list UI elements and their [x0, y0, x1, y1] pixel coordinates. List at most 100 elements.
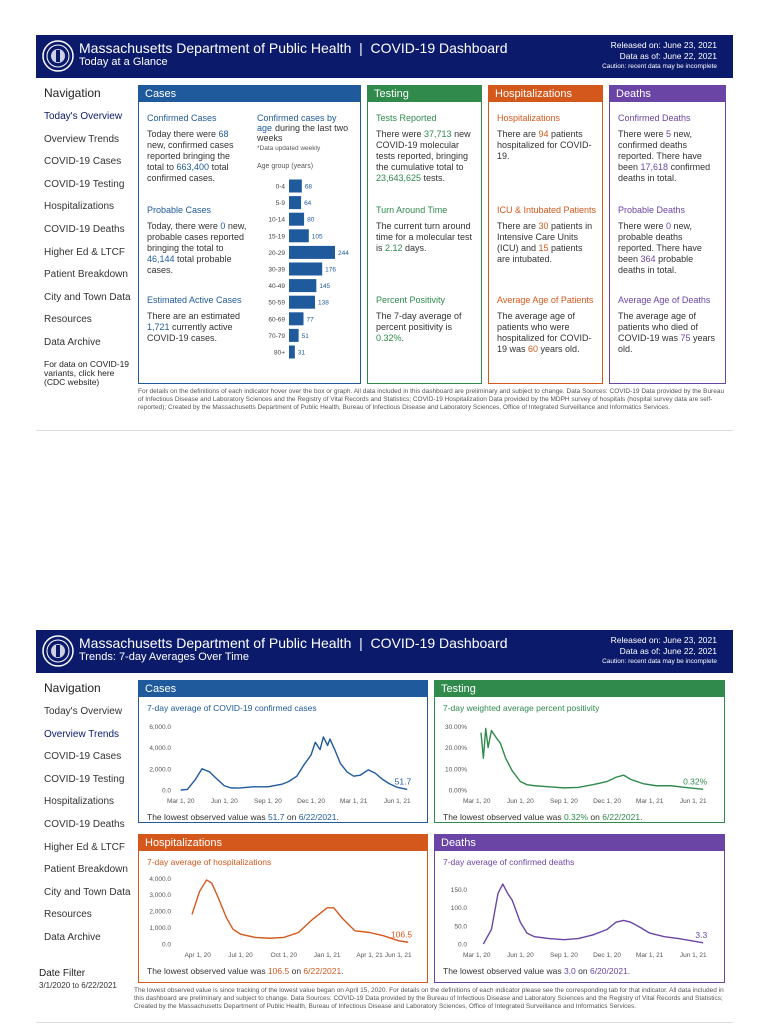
- nav-item[interactable]: COVID-19 Cases: [44, 156, 122, 168]
- variants-link[interactable]: For data on COVID-19 variants, click her…: [44, 359, 130, 387]
- age-group-label: 50-59: [268, 300, 285, 307]
- panel: Deaths 7-day average of confirmed deaths 0…: [434, 834, 725, 983]
- nav-item[interactable]: Resources: [44, 314, 92, 326]
- nav-item[interactable]: City and Town Data: [44, 291, 131, 303]
- panel-title: Hospitalizations: [489, 86, 602, 102]
- note-part: 6/22/2021: [303, 966, 342, 976]
- text-part: There are: [497, 221, 539, 231]
- note-part: 106.5: [267, 966, 290, 976]
- panel-title: Deaths: [610, 86, 725, 102]
- text-part: new, probable cases reported bringing th…: [147, 221, 247, 253]
- chart-title: 7-day average of confirmed deaths: [443, 857, 575, 867]
- panel-title: Hospitalizations: [139, 835, 427, 851]
- age-bar-value: 145: [319, 283, 330, 290]
- y-tick-label: 0.0: [162, 788, 171, 795]
- y-tick-label: 4,000.0: [149, 745, 171, 752]
- text-part: 30: [538, 221, 549, 231]
- text-part: 46,144: [147, 254, 175, 264]
- end-value-label: 3.3: [695, 930, 707, 940]
- nav-item[interactable]: COVID-19 Cases: [44, 751, 122, 763]
- nav-item[interactable]: COVID-19 Testing: [44, 773, 125, 785]
- text-part: 94: [538, 129, 549, 139]
- age-axis-label: Age group (years): [257, 163, 314, 170]
- nav-item[interactable]: COVID-19 Deaths: [44, 224, 125, 235]
- end-value-label: 51.7: [395, 776, 412, 786]
- text-part: 0: [220, 221, 226, 231]
- x-tick-label: Sep 1, 20: [254, 798, 282, 805]
- age-bar: [289, 229, 309, 243]
- dashboard-title: Massachusetts Department of Public Healt…: [79, 635, 508, 651]
- nav-item[interactable]: COVID-19 Deaths: [44, 819, 125, 830]
- nav-item[interactable]: Patient Breakdown: [44, 269, 128, 281]
- footer-note: The lowest observed value is since track…: [134, 987, 724, 1010]
- panel: Testing 7-day weighted average percent po…: [434, 680, 725, 823]
- section-heading: Average Age of Deaths: [618, 295, 711, 305]
- section-text: There are 30 patients in Intensive Care …: [497, 221, 594, 265]
- nav-item[interactable]: Higher Ed & LTCF: [44, 246, 125, 258]
- x-tick-label: Jan 1, 21: [314, 952, 341, 959]
- age-group-label: 60-69: [268, 316, 285, 323]
- note-part: on: [575, 966, 590, 976]
- text-part: The 7-day average of percent positivity …: [376, 311, 462, 332]
- text-part: total confirmed cases.: [147, 162, 229, 183]
- age-bar: [289, 312, 304, 326]
- note-part: on: [289, 966, 304, 976]
- age-group-label: 80+: [274, 350, 285, 357]
- age-bar-value: 77: [307, 316, 315, 323]
- y-tick-label: 3,000.0: [149, 892, 171, 899]
- nav-item[interactable]: Hospitalizations: [44, 796, 115, 808]
- age-group-label: 5-9: [276, 200, 286, 207]
- x-tick-label: Jun 1, 20: [507, 952, 534, 959]
- text-part: years old.: [538, 344, 580, 354]
- note-part: 3.0: [563, 966, 576, 976]
- section-heading: ICU & Intubated Patients: [497, 205, 597, 215]
- age-bar: [289, 345, 295, 359]
- age-chart-note: *Data updated weekly: [257, 145, 321, 152]
- age-bar-value: 51: [302, 333, 310, 340]
- text-part: 75: [680, 333, 691, 343]
- note-part: 6/20/2021: [589, 966, 628, 976]
- age-chart-title: Confirmed cases by age during the last tw…: [257, 113, 355, 143]
- nav-item[interactable]: Today's Overview: [44, 111, 123, 122]
- nav-item[interactable]: Overview Trends: [44, 133, 120, 145]
- note-part: .: [627, 966, 631, 976]
- age-group-label: 20-29: [268, 250, 285, 257]
- dashboard-subtitle: Trends: 7-day Averages Over Time: [79, 651, 249, 663]
- age-chart-subtitle: during the last two weeks: [257, 123, 349, 143]
- date-filter-title: Date Filter: [39, 968, 86, 979]
- text-part: The average age of patients who were hos…: [497, 311, 592, 354]
- age-bar: [289, 279, 317, 293]
- panel: Deaths Confirmed Deaths There were 5 new, …: [609, 85, 726, 384]
- text-part: patients are intubated.: [497, 243, 583, 264]
- nav-item[interactable]: COVID-19 Testing: [44, 178, 125, 190]
- trend-line: [482, 883, 704, 945]
- lowest-value-note: The lowest observed value was 51.7 on 6/…: [147, 812, 339, 822]
- nav-title: Navigation: [44, 681, 101, 695]
- nav-item[interactable]: Overview Trends: [44, 728, 120, 740]
- nav-item[interactable]: Resources: [44, 909, 92, 921]
- x-tick-label: Jun 1, 20: [211, 798, 238, 805]
- age-bar-value: 244: [338, 250, 349, 257]
- nav-item[interactable]: City and Town Data: [44, 886, 131, 898]
- text-part: new, probable deaths reported. There hav…: [618, 221, 702, 264]
- age-group-label: 0-4: [276, 184, 286, 191]
- x-tick-label: Mar 1, 20: [463, 952, 491, 959]
- x-tick-label: Mar 1, 21: [340, 798, 368, 805]
- text-part: patients in Intensive Care Units (ICU) a…: [497, 221, 593, 253]
- age-group-label: 40-49: [268, 283, 285, 290]
- x-tick-label: Mar 1, 21: [636, 798, 664, 805]
- nav-item[interactable]: Higher Ed & LTCF: [44, 841, 125, 853]
- header-bar: Massachusetts Department of Public Healt…: [36, 35, 733, 78]
- section-text: The 7-day average of percent positivity …: [376, 311, 473, 344]
- nav-item[interactable]: Hospitalizations: [44, 201, 115, 213]
- nav-item[interactable]: Data Archive: [44, 337, 101, 348]
- nav-item[interactable]: Data Archive: [44, 932, 101, 943]
- panel: Cases Confirmed Cases Today there were 68 …: [138, 85, 361, 384]
- y-tick-label: 1,000.0: [149, 925, 171, 932]
- text-part: There are an estimated: [147, 311, 241, 321]
- nav-item[interactable]: Patient Breakdown: [44, 864, 128, 876]
- date-filter-range[interactable]: 3/1/2020 to 6/22/2021: [39, 981, 117, 990]
- nav-item[interactable]: Today's Overview: [44, 706, 123, 717]
- age-bar: [289, 328, 299, 342]
- chart-title: 7-day average of COVID-19 confirmed case…: [147, 703, 317, 713]
